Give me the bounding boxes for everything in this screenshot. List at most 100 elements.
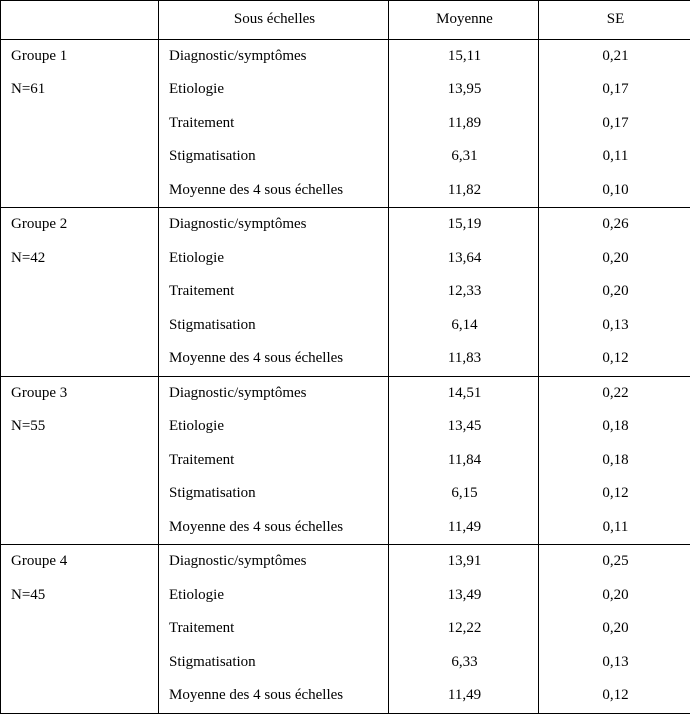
mean-value: 6,31 <box>389 140 539 174</box>
se-value: 0,13 <box>539 309 690 343</box>
group-spacer <box>1 275 159 309</box>
group-name: Groupe 3 <box>1 376 159 410</box>
table-row: Groupe 1 Diagnostic/symptômes 15,11 0,21 <box>1 39 690 73</box>
table-row: Traitement 11,84 0,18 <box>1 444 690 478</box>
table-row: Traitement 11,89 0,17 <box>1 107 690 141</box>
group-n: N=55 <box>1 410 159 444</box>
subscale-label: Moyenne des 4 sous échelles <box>159 511 389 545</box>
subscale-label: Diagnostic/symptômes <box>159 545 389 579</box>
se-value: 0,18 <box>539 410 690 444</box>
subscale-label: Diagnostic/symptômes <box>159 208 389 242</box>
se-value: 0,20 <box>539 612 690 646</box>
group-spacer <box>1 309 159 343</box>
group-name: Groupe 2 <box>1 208 159 242</box>
header-blank <box>1 1 159 40</box>
se-value: 0,13 <box>539 646 690 680</box>
mean-value: 6,14 <box>389 309 539 343</box>
subscale-label: Stigmatisation <box>159 309 389 343</box>
table-row: Stigmatisation 6,15 0,12 <box>1 477 690 511</box>
mean-value: 13,64 <box>389 242 539 276</box>
group-spacer <box>1 477 159 511</box>
subscale-label: Etiologie <box>159 410 389 444</box>
group-n: N=42 <box>1 242 159 276</box>
subscale-label: Traitement <box>159 612 389 646</box>
mean-value: 11,49 <box>389 679 539 713</box>
mean-value: 6,15 <box>389 477 539 511</box>
subscale-label: Etiologie <box>159 242 389 276</box>
table-row: Stigmatisation 6,33 0,13 <box>1 646 690 680</box>
mean-value: 11,49 <box>389 511 539 545</box>
subscale-label: Moyenne des 4 sous échelles <box>159 679 389 713</box>
mean-value: 13,91 <box>389 545 539 579</box>
subscale-label: Traitement <box>159 444 389 478</box>
mean-value: 11,89 <box>389 107 539 141</box>
se-value: 0,22 <box>539 376 690 410</box>
se-value: 0,12 <box>539 342 690 376</box>
table-row: Stigmatisation 6,14 0,13 <box>1 309 690 343</box>
table-row: Moyenne des 4 sous échelles 11,49 0,12 <box>1 679 690 713</box>
subscale-label: Etiologie <box>159 73 389 107</box>
table-row: Groupe 2 Diagnostic/symptômes 15,19 0,26 <box>1 208 690 242</box>
table-header-row: Sous échelles Moyenne SE <box>1 1 690 40</box>
mean-value: 12,22 <box>389 612 539 646</box>
subscale-label: Moyenne des 4 sous échelles <box>159 174 389 208</box>
mean-value: 15,11 <box>389 39 539 73</box>
subscale-label: Diagnostic/symptômes <box>159 376 389 410</box>
se-value: 0,17 <box>539 107 690 141</box>
se-value: 0,21 <box>539 39 690 73</box>
header-subscale: Sous échelles <box>159 1 389 40</box>
stats-table: Sous échelles Moyenne SE Groupe 1 Diagno… <box>0 0 690 714</box>
group-spacer <box>1 511 159 545</box>
table-row: Traitement 12,22 0,20 <box>1 612 690 646</box>
table-row: Traitement 12,33 0,20 <box>1 275 690 309</box>
se-value: 0,11 <box>539 140 690 174</box>
se-value: 0,17 <box>539 73 690 107</box>
table-row: Moyenne des 4 sous échelles 11,82 0,10 <box>1 174 690 208</box>
group-spacer <box>1 140 159 174</box>
mean-value: 6,33 <box>389 646 539 680</box>
group-spacer <box>1 342 159 376</box>
mean-value: 15,19 <box>389 208 539 242</box>
mean-value: 13,95 <box>389 73 539 107</box>
table-row: Stigmatisation 6,31 0,11 <box>1 140 690 174</box>
table-row: Moyenne des 4 sous échelles 11,83 0,12 <box>1 342 690 376</box>
se-value: 0,11 <box>539 511 690 545</box>
group-spacer <box>1 444 159 478</box>
subscale-label: Traitement <box>159 275 389 309</box>
se-value: 0,18 <box>539 444 690 478</box>
table-row: Groupe 3 Diagnostic/symptômes 14,51 0,22 <box>1 376 690 410</box>
se-value: 0,12 <box>539 679 690 713</box>
table-row: N=61 Etiologie 13,95 0,17 <box>1 73 690 107</box>
table-row: N=55 Etiologie 13,45 0,18 <box>1 410 690 444</box>
se-value: 0,25 <box>539 545 690 579</box>
subscale-label: Stigmatisation <box>159 477 389 511</box>
group-spacer <box>1 612 159 646</box>
subscale-label: Stigmatisation <box>159 140 389 174</box>
group-spacer <box>1 107 159 141</box>
table-row: Moyenne des 4 sous échelles 11,49 0,11 <box>1 511 690 545</box>
table-row: Groupe 4 Diagnostic/symptômes 13,91 0,25 <box>1 545 690 579</box>
group-n: N=61 <box>1 73 159 107</box>
group-spacer <box>1 174 159 208</box>
table-row: N=42 Etiologie 13,64 0,20 <box>1 242 690 276</box>
mean-value: 13,45 <box>389 410 539 444</box>
mean-value: 14,51 <box>389 376 539 410</box>
subscale-label: Moyenne des 4 sous échelles <box>159 342 389 376</box>
mean-value: 11,83 <box>389 342 539 376</box>
se-value: 0,26 <box>539 208 690 242</box>
table-row: N=45 Etiologie 13,49 0,20 <box>1 579 690 613</box>
header-se: SE <box>539 1 690 40</box>
group-spacer <box>1 646 159 680</box>
header-mean: Moyenne <box>389 1 539 40</box>
se-value: 0,10 <box>539 174 690 208</box>
group-spacer <box>1 679 159 713</box>
mean-value: 11,84 <box>389 444 539 478</box>
subscale-label: Diagnostic/symptômes <box>159 39 389 73</box>
mean-value: 13,49 <box>389 579 539 613</box>
group-name: Groupe 1 <box>1 39 159 73</box>
se-value: 0,20 <box>539 275 690 309</box>
subscale-label: Etiologie <box>159 579 389 613</box>
se-value: 0,20 <box>539 242 690 276</box>
se-value: 0,12 <box>539 477 690 511</box>
subscale-label: Stigmatisation <box>159 646 389 680</box>
